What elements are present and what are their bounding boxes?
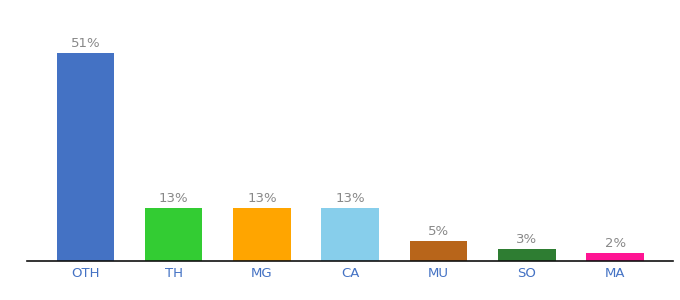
Text: 51%: 51% bbox=[71, 37, 100, 50]
Bar bbox=[498, 249, 556, 261]
Bar bbox=[56, 52, 114, 261]
Bar bbox=[145, 208, 202, 261]
Text: 2%: 2% bbox=[605, 237, 626, 250]
Text: 13%: 13% bbox=[247, 192, 277, 206]
Text: 13%: 13% bbox=[158, 192, 188, 206]
Text: 3%: 3% bbox=[516, 233, 537, 246]
Bar bbox=[322, 208, 379, 261]
Text: 5%: 5% bbox=[428, 225, 449, 238]
Bar bbox=[410, 241, 467, 261]
Bar bbox=[586, 253, 644, 261]
Text: 13%: 13% bbox=[335, 192, 365, 206]
Bar bbox=[233, 208, 290, 261]
